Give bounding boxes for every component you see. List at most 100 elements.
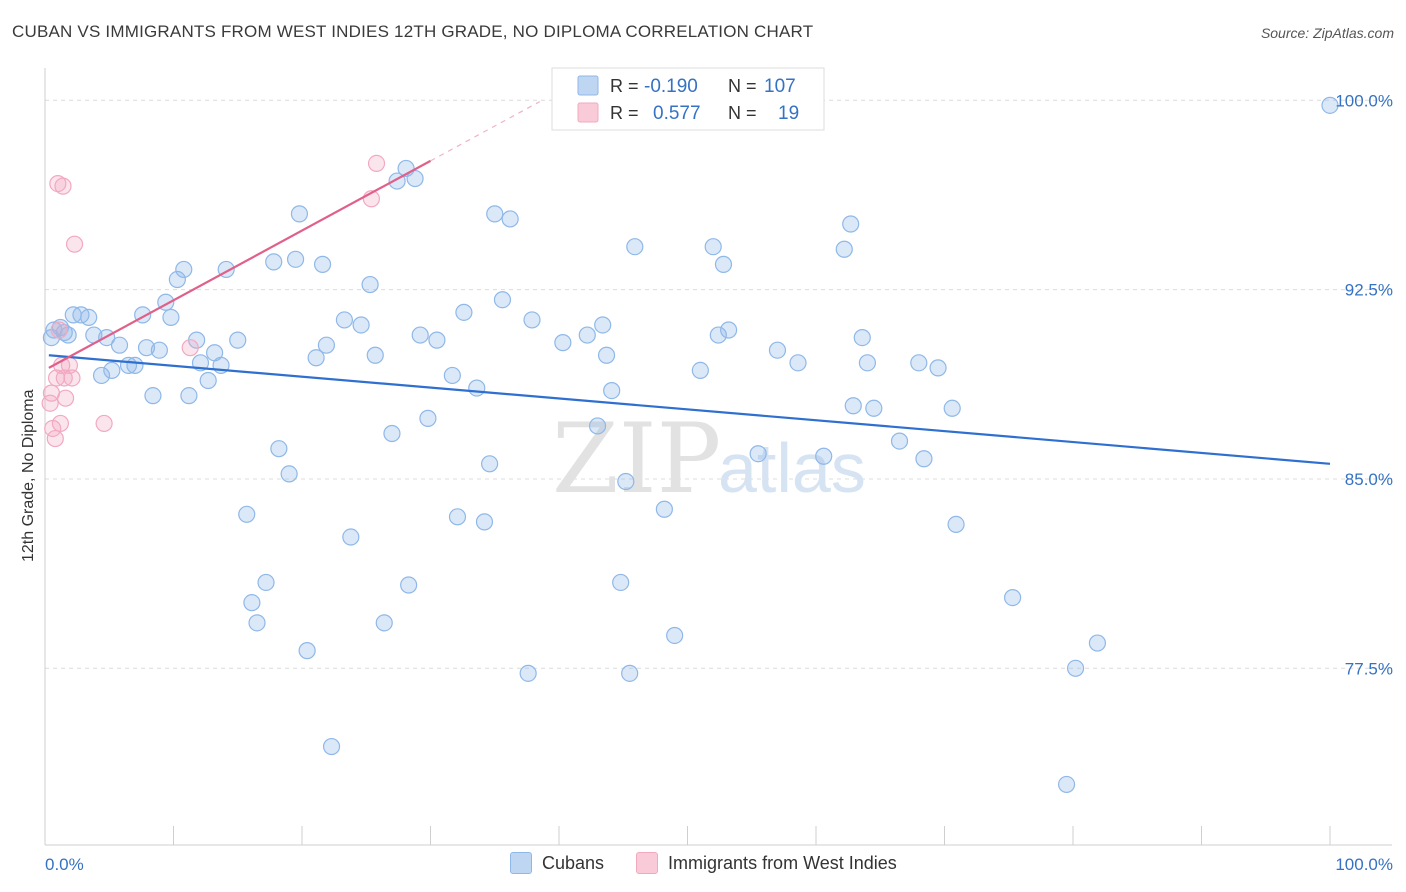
- cubans-point-51: [383, 424, 401, 443]
- legend-n-label-1: N =: [728, 76, 757, 96]
- cubans-point-94: [853, 328, 871, 347]
- cubans-point-76: [612, 573, 630, 592]
- cubans-point-77: [617, 472, 635, 491]
- legend-swatch-cubans: [577, 75, 599, 96]
- cubans-point-81: [666, 626, 684, 645]
- wi-point-3: [46, 429, 64, 448]
- cubans-point-21: [168, 270, 186, 289]
- wi-trend-extension: [430, 101, 541, 162]
- wi-point-18: [367, 154, 386, 173]
- wi-point-9: [54, 177, 72, 195]
- wi-point-6: [50, 321, 68, 339]
- cubans-point-54: [400, 576, 418, 594]
- cubans-point-104: [1057, 775, 1076, 794]
- cubans-point-33: [248, 614, 266, 632]
- cubans-point-90: [815, 447, 833, 465]
- cubans-point-45: [335, 311, 354, 329]
- wi-trend-line: [48, 159, 432, 369]
- cubans-point-72: [588, 417, 607, 435]
- cubans-point-82: [691, 361, 709, 380]
- cubans-point-14: [126, 356, 144, 374]
- cubans-point-101: [943, 399, 961, 417]
- cubans-point-32: [243, 594, 261, 612]
- cubans-point-85: [714, 255, 733, 273]
- cubans-point-97: [890, 432, 909, 450]
- cubans-point-37: [280, 465, 298, 483]
- source-credit: Source: ZipAtlas.com: [1260, 25, 1394, 41]
- cubans-point-43: [317, 336, 336, 354]
- cubans-point-106: [1088, 634, 1107, 652]
- cubans-point-18: [150, 341, 168, 359]
- wi-point-13: [63, 369, 81, 387]
- cubans-point-67: [501, 210, 519, 228]
- legend-swatch-wi: [577, 102, 599, 123]
- cubans-point-105: [1066, 659, 1085, 677]
- y-tick-label-3: 100.0%: [1335, 91, 1393, 110]
- cubans-point-79: [626, 238, 644, 256]
- y-tick-label-0: 77.5%: [1345, 659, 1393, 678]
- cubans-point-63: [475, 513, 494, 531]
- gridlines: [45, 99, 1392, 669]
- cubans-point-61: [455, 303, 473, 321]
- cubans-point-107: [1321, 96, 1339, 114]
- cubans-point-35: [265, 253, 283, 271]
- cubans-point-62: [468, 379, 486, 397]
- legend-label-cubans: Cubans: [542, 852, 605, 873]
- cubans-point-71: [578, 326, 596, 344]
- cubans-point-42: [313, 255, 332, 273]
- legend-r-value-1: -0.190: [644, 76, 698, 97]
- axes: [44, 68, 1392, 846]
- cubans-point-36: [270, 440, 288, 458]
- cubans-point-44: [322, 737, 341, 756]
- wi-point-11: [56, 389, 75, 407]
- cubans-point-86: [720, 321, 738, 339]
- watermark: ZIP atlas: [552, 403, 866, 515]
- cubans-point-34: [257, 573, 275, 592]
- cubans-point-102: [947, 515, 965, 533]
- cubans-point-47: [352, 316, 370, 334]
- cubans-point-66: [493, 291, 512, 309]
- watermark-atlas: atlas: [718, 429, 866, 507]
- cubans-point-23: [180, 387, 198, 405]
- legend-swatch-wi-bottom: [636, 852, 659, 874]
- legend-item-cubans: Cubans: [510, 852, 604, 874]
- cubans-point-83: [704, 238, 722, 256]
- cubans-trend-line: [48, 354, 1331, 465]
- y-tick-label-2: 92.5%: [1345, 281, 1393, 300]
- x-tick-label-end: 100.0%: [1335, 855, 1393, 874]
- cubans-point-9: [92, 366, 111, 385]
- cubans-point-75: [603, 382, 621, 400]
- chart-title: CUBAN VS IMMIGRANTS FROM WEST INDIES 12T…: [12, 22, 814, 41]
- cubans-point-55: [406, 169, 424, 188]
- cubans-point-91: [835, 240, 853, 258]
- cubans-point-84: [709, 326, 727, 344]
- cubans-point-95: [858, 354, 877, 372]
- wi-point-15: [95, 414, 113, 433]
- legend-bottom: Cubans Immigrants from West Indies: [510, 852, 929, 874]
- watermark-zip: ZIP: [552, 403, 721, 515]
- y-tick-label-1: 85.0%: [1345, 470, 1393, 489]
- cubans-point-70: [554, 334, 572, 352]
- cubans-point-11: [103, 361, 121, 380]
- cubans-point-73: [594, 316, 612, 334]
- cubans-point-49: [366, 346, 384, 364]
- legend-n-value-1: 107: [764, 76, 796, 97]
- cubans-point-69: [523, 311, 541, 329]
- cubans-point-80: [655, 500, 673, 518]
- wi-point-7: [51, 414, 70, 433]
- cubans-point-16: [137, 339, 156, 357]
- cubans-point-96: [865, 399, 883, 417]
- cubans-point-89: [789, 354, 807, 372]
- cubans-point-7: [80, 308, 98, 326]
- cubans-point-98: [910, 354, 928, 372]
- legend-box: R = -0.190 N = 107 R = 0.577 N = 19: [551, 67, 825, 131]
- x-tick-labels: 0.0% 100.0%: [45, 855, 1393, 874]
- cubans-point-40: [298, 642, 316, 660]
- wi-point-14: [65, 235, 84, 253]
- wi-point-16: [181, 339, 199, 357]
- cubans-point-48: [361, 275, 379, 294]
- wi-points: [41, 154, 386, 448]
- cubans-point-26: [199, 371, 217, 390]
- cubans-point-20: [162, 308, 180, 326]
